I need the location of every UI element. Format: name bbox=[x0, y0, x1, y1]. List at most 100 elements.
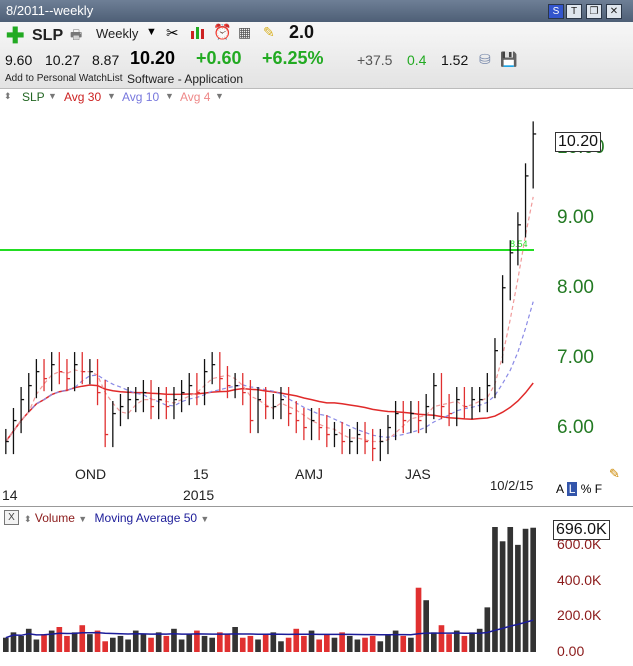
watchlist-link[interactable]: Add to Personal WatchList bbox=[5, 73, 123, 84]
price-bar bbox=[463, 387, 468, 420]
price-bar bbox=[5, 428, 9, 455]
volume-bar bbox=[232, 627, 238, 652]
x-tick-label: 2015 bbox=[183, 487, 215, 503]
volume-bar bbox=[461, 635, 468, 652]
print-icon[interactable]: 🖶 bbox=[70, 27, 83, 42]
tools-icon[interactable]: ✂ bbox=[166, 25, 179, 42]
legend-arrows-icon[interactable]: ⬍ bbox=[4, 91, 12, 101]
volume-bar bbox=[186, 634, 193, 652]
price-bar bbox=[379, 428, 384, 462]
x-tick-label: 14 bbox=[2, 487, 18, 503]
price-bar bbox=[456, 387, 460, 427]
price-bar bbox=[494, 338, 498, 399]
price-bar bbox=[433, 373, 437, 420]
price-bar bbox=[265, 387, 269, 420]
legend-avg4[interactable]: Avg 4 bbox=[180, 90, 211, 104]
volume-bar bbox=[499, 541, 506, 652]
grid-icon[interactable]: ▦ bbox=[238, 24, 252, 40]
edit-icon[interactable]: ✎ bbox=[609, 466, 620, 481]
volume-bar bbox=[148, 637, 154, 652]
volume-bar bbox=[400, 635, 407, 652]
volume-change: +37.5 bbox=[357, 52, 393, 68]
legend-arrows-icon[interactable]: ⬍ bbox=[24, 514, 32, 524]
price-bar bbox=[35, 359, 40, 399]
chevron-down-icon[interactable]: ▼ bbox=[200, 514, 210, 524]
industry-group[interactable]: Software - Application bbox=[127, 72, 244, 86]
volume-bar bbox=[476, 628, 483, 652]
volume-bar bbox=[308, 630, 315, 652]
volume-bar bbox=[255, 639, 261, 652]
close-icon[interactable]: ✕ bbox=[606, 4, 622, 19]
volume-bar bbox=[140, 634, 147, 652]
chevron-down-icon[interactable]: ▼ bbox=[215, 91, 224, 101]
scale-pct[interactable]: % bbox=[580, 482, 592, 496]
price-bar bbox=[479, 387, 483, 413]
volume-bar bbox=[209, 637, 215, 652]
volume-ma-label[interactable]: Moving Average 50 bbox=[94, 511, 198, 525]
add-icon[interactable]: ✚ bbox=[6, 23, 25, 48]
x-tick-label: OND bbox=[75, 466, 107, 482]
volume-legend: ⬍ Volume ▼ Moving Average 50 ▼ bbox=[24, 511, 209, 525]
legend-avg30[interactable]: Avg 30 bbox=[64, 90, 102, 104]
scale-controls: A L % F bbox=[556, 482, 602, 496]
volume-label[interactable]: Volume bbox=[34, 511, 75, 525]
volume-bar bbox=[423, 600, 429, 652]
volume-bar bbox=[385, 634, 391, 652]
note-icon[interactable]: ✎ bbox=[263, 24, 275, 40]
price-bar bbox=[249, 380, 254, 434]
volume-bar bbox=[369, 635, 376, 652]
bars-icon[interactable] bbox=[190, 24, 206, 45]
legend-avg10[interactable]: Avg 10 bbox=[122, 90, 160, 104]
price-bar bbox=[43, 359, 48, 392]
volume-ma-line bbox=[5, 619, 534, 639]
price-bar bbox=[219, 352, 223, 392]
period-select[interactable]: Weekly bbox=[96, 26, 139, 41]
price-bar bbox=[501, 275, 506, 364]
ticker-symbol[interactable]: SLP bbox=[32, 27, 64, 44]
database-icon[interactable]: ⛁ bbox=[479, 51, 491, 67]
volume-bar bbox=[41, 634, 47, 652]
legend-symbol[interactable]: SLP bbox=[22, 90, 45, 104]
volume-bar bbox=[247, 635, 254, 652]
scale-l[interactable]: L bbox=[566, 482, 578, 496]
volume-bar bbox=[346, 635, 353, 652]
price-change: +0.60 bbox=[196, 48, 242, 68]
volume-bar bbox=[415, 587, 422, 652]
toolbar: ✚ SLP 🖶 Weekly ▼ ✂ ⏰ ▦ ✎ 2.0 9.60 10.27 … bbox=[0, 22, 633, 89]
price-bar bbox=[417, 400, 422, 434]
window-titlebar: 8/2011--weekly S T ❐ ✕ bbox=[0, 0, 633, 22]
chevron-down-icon[interactable]: ▼ bbox=[146, 26, 157, 38]
price-tick-label: 9.00 bbox=[557, 206, 594, 228]
price-bar bbox=[211, 352, 216, 385]
price-bar bbox=[310, 407, 315, 441]
chevron-down-icon[interactable]: ▼ bbox=[165, 91, 174, 101]
price-bar bbox=[349, 428, 353, 455]
volume-bar bbox=[492, 527, 498, 652]
close-volume-button[interactable]: X bbox=[4, 510, 19, 525]
chevron-down-icon[interactable]: ▼ bbox=[78, 514, 88, 524]
chevron-down-icon[interactable]: ▼ bbox=[48, 91, 57, 101]
restore-icon[interactable]: ❐ bbox=[586, 4, 602, 19]
price-bar bbox=[280, 387, 284, 420]
price-bar bbox=[12, 407, 17, 455]
price-bar bbox=[51, 352, 55, 392]
alarm-icon[interactable]: ⏰ bbox=[213, 24, 232, 41]
scale-f[interactable]: F bbox=[594, 482, 603, 496]
volume-bar bbox=[10, 632, 17, 652]
x-tick-label: 15 bbox=[193, 466, 209, 482]
volume-bar bbox=[64, 635, 70, 652]
price-bar bbox=[203, 359, 208, 406]
volume-bar bbox=[285, 637, 292, 652]
save-icon[interactable]: 💾 bbox=[500, 51, 518, 67]
t-button[interactable]: T bbox=[566, 4, 582, 19]
scale-a[interactable]: A bbox=[556, 482, 564, 496]
volume-chart[interactable] bbox=[0, 522, 633, 662]
s-button[interactable]: S bbox=[548, 4, 564, 19]
price-bar bbox=[20, 387, 25, 434]
chevron-down-icon[interactable]: ▼ bbox=[107, 91, 116, 101]
price-bar bbox=[150, 380, 155, 420]
price-chart[interactable]: 8.54 bbox=[0, 106, 633, 506]
volume-bar bbox=[331, 637, 338, 652]
volume-tick-label: 0.00 bbox=[557, 643, 585, 659]
volume-bar bbox=[125, 639, 131, 652]
